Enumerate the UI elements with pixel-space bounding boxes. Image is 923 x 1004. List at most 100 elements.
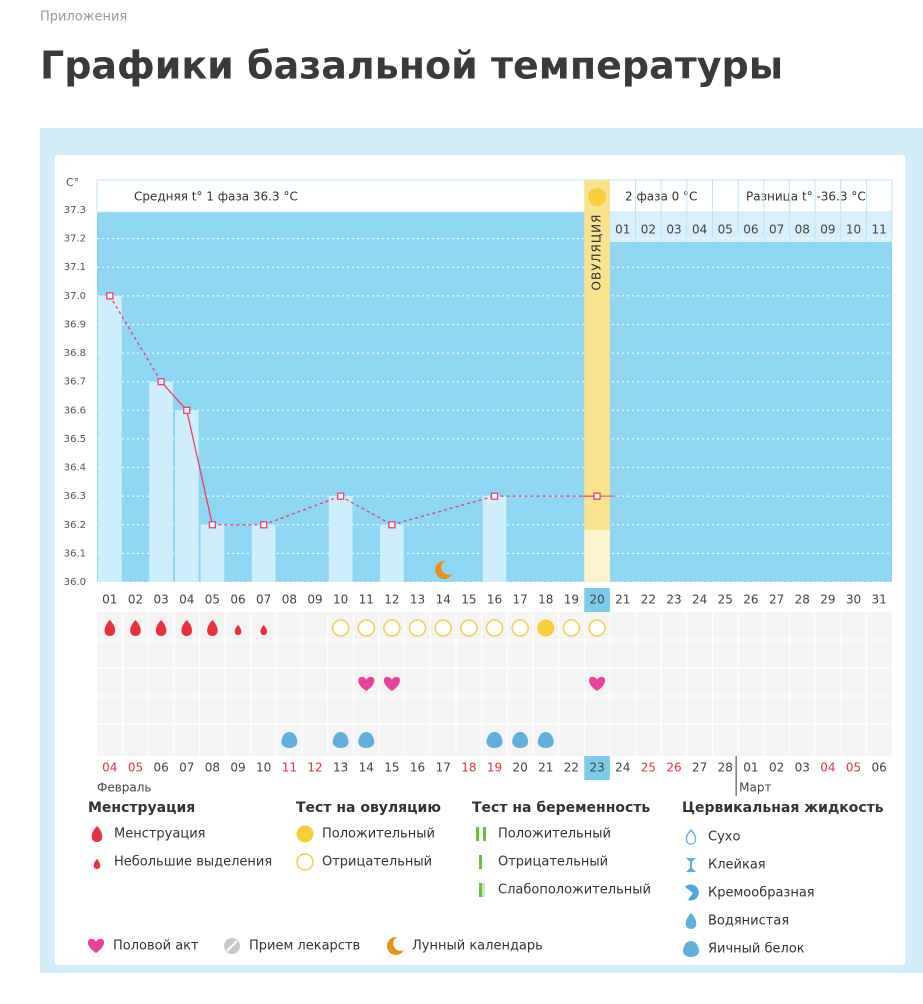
calendar-date: 06: [872, 761, 887, 775]
calendar-date: 05: [846, 761, 861, 775]
y-tick-label: 36.1: [64, 548, 86, 559]
x-tick-label: 08: [282, 593, 297, 607]
calendar-date: 15: [384, 761, 399, 775]
month-label: Февраль: [97, 781, 152, 795]
temperature-line: [186, 410, 214, 525]
intercourse-icon: [383, 676, 400, 691]
temperature-line: [263, 495, 341, 526]
highlight-cell: [584, 588, 610, 612]
bar: [328, 496, 353, 582]
legend-title: Цервикальная жидкость: [682, 800, 884, 816]
egg-white-icon: [332, 732, 349, 748]
pregnancy-test-icon: [483, 827, 486, 841]
calendar-date: 24: [615, 761, 630, 775]
calendar-date: 05: [128, 761, 143, 775]
calendar-date: 06: [153, 761, 168, 775]
calendar-date: 16: [410, 761, 425, 775]
temperature-point: [157, 378, 165, 386]
ovulation-column-lower: [584, 530, 610, 582]
calendar-date: 20: [513, 761, 528, 775]
x-tick-label: 30: [846, 593, 861, 607]
x-tick-label: 18: [538, 593, 553, 607]
x-tick-label: 17: [513, 593, 528, 607]
x-tick-label: 23: [666, 593, 681, 607]
ovulation-test-negative: [408, 619, 427, 637]
calendar-date: 14: [359, 761, 374, 775]
intercourse-icon: [589, 676, 606, 691]
ovulation-test-negative: [485, 619, 504, 637]
legend-title: Тест на овуляцию: [296, 800, 441, 816]
x-tick-label: 10: [333, 593, 348, 607]
phase2-day: 01: [615, 223, 630, 237]
y-tick-label: 36.3: [64, 491, 86, 502]
pregnancy-test-icon: [482, 883, 485, 897]
phase2-day: 11: [872, 223, 887, 237]
legend-item: Отрицательный: [498, 855, 608, 870]
month-label: Март: [739, 781, 771, 795]
highlight-cell: [584, 756, 610, 780]
egg-white-icon: [512, 732, 529, 748]
x-tick-label: 06: [230, 593, 245, 607]
calendar-date: 10: [256, 761, 271, 775]
temperature-difference: Разница t° -36.3 °C: [746, 190, 866, 204]
spotting-icon: [260, 625, 267, 635]
ovulation-test-negative: [383, 619, 401, 637]
x-tick-label: 14: [436, 593, 451, 607]
menstruation-icon: [104, 620, 116, 636]
x-tick-label: 22: [641, 593, 656, 607]
calendar-date: 04: [102, 761, 117, 775]
dry-icon: [685, 829, 697, 845]
x-tick-label: 24: [692, 593, 707, 607]
legend-item: Положительный: [498, 827, 611, 842]
y-tick-label: 36.0: [64, 577, 86, 588]
calendar-date: 21: [538, 761, 553, 775]
legend-item: Яичный белок: [708, 942, 805, 957]
y-tick-label: 37.3: [64, 205, 86, 216]
egg-white-icon: [358, 732, 375, 748]
ovulation-sun: [588, 188, 607, 206]
ovulation-test-negative: [562, 619, 581, 637]
legend-item: Небольшие выделения: [114, 855, 272, 870]
calendar-date: 03: [795, 761, 810, 775]
legend-title: Менструация: [88, 800, 195, 816]
ovulation-test-negative: [434, 619, 452, 637]
egg-white-icon: [281, 732, 298, 748]
calendar-date: 22: [564, 761, 579, 775]
ovulation-test-positive: [537, 619, 555, 637]
moon-icon: [435, 560, 453, 579]
calendar-date: 09: [230, 761, 245, 775]
legend-item: Сухо: [708, 830, 740, 845]
x-tick-label: 15: [461, 593, 476, 607]
egg-white-icon: [683, 941, 699, 957]
calendar-date: 19: [487, 761, 502, 775]
legend-item: Половой акт: [113, 939, 199, 954]
calendar-date: 12: [307, 761, 322, 775]
x-tick-label: 12: [384, 593, 399, 607]
breadcrumb[interactable]: Приложения: [40, 10, 127, 25]
phase2-day: 06: [743, 223, 758, 237]
legend-item: Лунный календарь: [412, 939, 543, 954]
ovulation-label: ОВУЛЯЦИЯ: [590, 214, 604, 291]
calendar-date: 07: [179, 761, 194, 775]
y-tick-label: 36.6: [64, 405, 86, 416]
temperature-line: [340, 495, 393, 526]
x-tick-label: 13: [410, 593, 425, 607]
menstruation-icon: [91, 826, 103, 842]
temperature-point: [208, 521, 217, 529]
pregnancy-test-icon: [476, 827, 479, 841]
y-tick-label: 37.1: [64, 262, 86, 273]
spotting-icon: [93, 859, 101, 869]
pregnancy-test-icon: [479, 855, 482, 869]
ovulation-test-negative: [460, 619, 478, 637]
y-tick-label: 36.5: [64, 434, 86, 445]
x-tick-label: 11: [359, 593, 374, 607]
y-unit: C°: [66, 176, 79, 189]
x-tick-label: 07: [256, 593, 271, 607]
y-tick-label: 36.2: [64, 520, 86, 531]
temperature-point: [106, 292, 114, 300]
calendar-date: 02: [769, 761, 784, 775]
y-tick-label: 37.2: [64, 234, 86, 245]
legend-item: Менструация: [114, 827, 205, 842]
temperature-point: [388, 521, 396, 529]
